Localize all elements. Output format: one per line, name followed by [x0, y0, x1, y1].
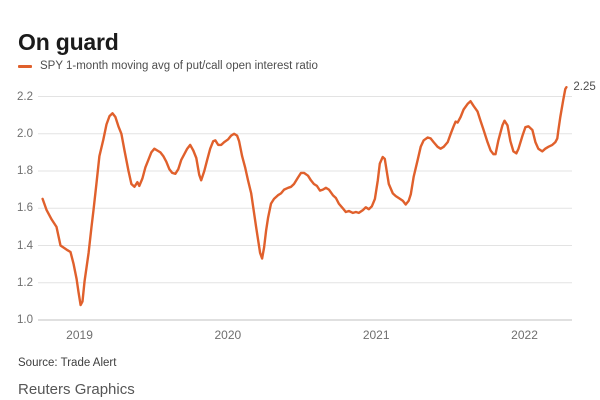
series-end-value-label: 2.25: [573, 81, 596, 94]
page-title: On guard: [18, 29, 119, 56]
legend: SPY 1-month moving avg of put/call open …: [18, 60, 318, 72]
y-tick-label: 2.2: [17, 90, 33, 103]
legend-line-swatch-icon: [18, 64, 32, 68]
source-note: Source: Trade Alert: [18, 357, 117, 369]
x-tick-label: 2020: [214, 328, 242, 342]
y-tick-label: 1.6: [17, 202, 33, 215]
legend-label: SPY 1-month moving avg of put/call open …: [40, 60, 318, 72]
y-tick-label: 1.0: [17, 314, 33, 326]
x-tick-label: 2019: [66, 328, 93, 342]
y-tick-label: 1.4: [17, 239, 33, 252]
x-tick-label: 2021: [362, 328, 390, 342]
y-tick-label: 1.8: [17, 165, 33, 177]
series-line: [41, 85, 568, 307]
credit-reuters-graphics: Reuters Graphics: [18, 381, 135, 398]
y-tick-label: 1.2: [17, 276, 33, 289]
y-tick-label: 2.0: [17, 127, 33, 140]
x-tick-label: 2022: [511, 328, 538, 342]
